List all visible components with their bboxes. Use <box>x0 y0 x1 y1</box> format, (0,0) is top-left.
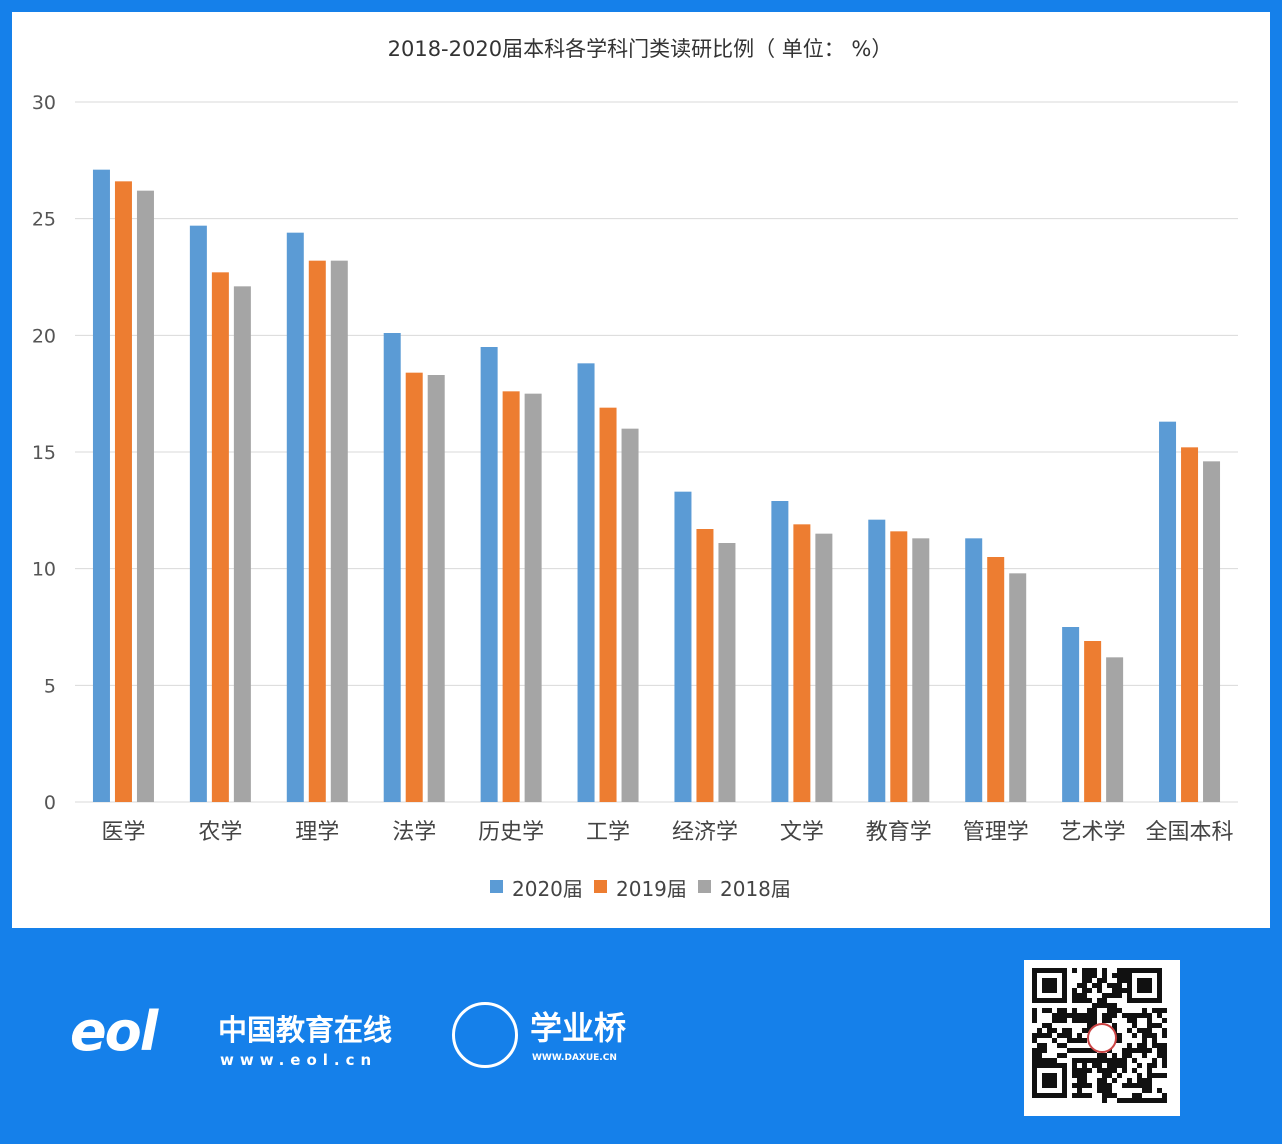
bar-2020届-文学 <box>771 501 789 802</box>
legend-label: 2018届 <box>720 877 791 901</box>
bar-2018届-历史学 <box>524 393 542 802</box>
eol-logo-mark: eol <box>70 1000 158 1063</box>
eol-name: 中国教育在线 <box>218 1013 393 1047</box>
bar-2019届-全国本科 <box>1181 447 1199 802</box>
bar-2020届-管理学 <box>965 538 983 802</box>
y-tick-label: 0 <box>44 792 56 814</box>
x-tick-label: 医学 <box>101 820 145 845</box>
bar-2018届-工学 <box>621 428 639 802</box>
bar-2020届-全国本科 <box>1159 421 1177 802</box>
x-tick-label: 理学 <box>295 820 339 845</box>
bar-2018届-经济学 <box>718 543 736 802</box>
bar-2019届-管理学 <box>987 557 1005 802</box>
bar-2019届-艺术学 <box>1084 641 1102 802</box>
bar-2020届-经济学 <box>674 491 692 802</box>
chart-panel: 2018-2020届本科各学科门类读研比例（ 单位： %） 0 5 10 15 20 25… <box>12 12 1270 928</box>
bar-2020届-工学 <box>577 363 595 802</box>
bar-2018届-农学 <box>233 286 251 802</box>
bar-2020届-法学 <box>383 333 401 802</box>
x-tick-label: 经济学 <box>672 820 738 845</box>
bar-2019届-法学 <box>405 372 423 802</box>
bar-2019届-文学 <box>793 524 811 802</box>
chart-title: 2018-2020届本科各学科门类读研比例（ 单位： %） <box>388 37 893 61</box>
y-tick-label: 20 <box>32 325 56 347</box>
bar-2019届-教育学 <box>890 531 908 802</box>
bar-2018届-理学 <box>330 260 348 802</box>
x-tick-label: 农学 <box>198 820 242 845</box>
x-tick-label: 历史学 <box>478 820 544 845</box>
y-tick-label: 25 <box>32 209 56 231</box>
x-tick-label: 文学 <box>780 820 824 845</box>
bar-2018届-艺术学 <box>1106 657 1124 802</box>
bar-chart: 2018-2020届本科各学科门类读研比例（ 单位： %） 0 5 10 15 20 25… <box>32 37 1238 901</box>
bar-2020届-艺术学 <box>1062 627 1080 802</box>
bar-2018届-全国本科 <box>1203 461 1221 802</box>
bar-2018届-法学 <box>427 375 445 802</box>
x-tick-label: 管理学 <box>963 820 1029 845</box>
qr-code-icon <box>1024 960 1180 1116</box>
daxue-url: WWW.DAXUE.CN <box>532 1053 617 1063</box>
x-tick-label: 教育学 <box>866 820 932 845</box>
bar-2019届-历史学 <box>502 391 520 802</box>
bar-2020届-历史学 <box>480 347 498 802</box>
bar-2018届-教育学 <box>912 538 930 802</box>
legend-swatch <box>490 880 503 893</box>
bar-2018届-管理学 <box>1009 573 1027 802</box>
y-tick-label: 15 <box>32 442 56 464</box>
y-tick-label: 10 <box>32 559 56 581</box>
bar-2018届-医学 <box>136 190 154 802</box>
x-tick-label: 法学 <box>392 820 436 845</box>
bar-2019届-经济学 <box>696 529 714 802</box>
daxue-name: 学业桥 <box>530 1009 627 1047</box>
bar-2019届-工学 <box>599 407 617 802</box>
x-tick-label: 全国本科 <box>1146 820 1234 845</box>
legend-swatch <box>594 880 607 893</box>
legend-label: 2020届 <box>512 877 583 901</box>
y-tick-label: 5 <box>44 675 56 697</box>
bar-2019届-理学 <box>308 260 326 802</box>
daxue-seal-icon <box>452 1002 518 1068</box>
eol-url: www.eol.cn <box>220 1051 378 1069</box>
bar-2019届-农学 <box>211 272 229 802</box>
y-tick-label: 30 <box>32 92 56 114</box>
bar-2019届-医学 <box>114 181 132 803</box>
legend-label: 2019届 <box>616 877 687 901</box>
legend-swatch <box>698 880 711 893</box>
bar-2020届-理学 <box>286 232 304 802</box>
bar-2020届-农学 <box>189 225 207 802</box>
bar-2020届-医学 <box>92 169 110 802</box>
x-tick-label: 工学 <box>586 820 630 845</box>
bar-2018届-文学 <box>815 533 833 802</box>
x-tick-label: 艺术学 <box>1060 820 1126 845</box>
bar-2020届-教育学 <box>868 519 886 802</box>
